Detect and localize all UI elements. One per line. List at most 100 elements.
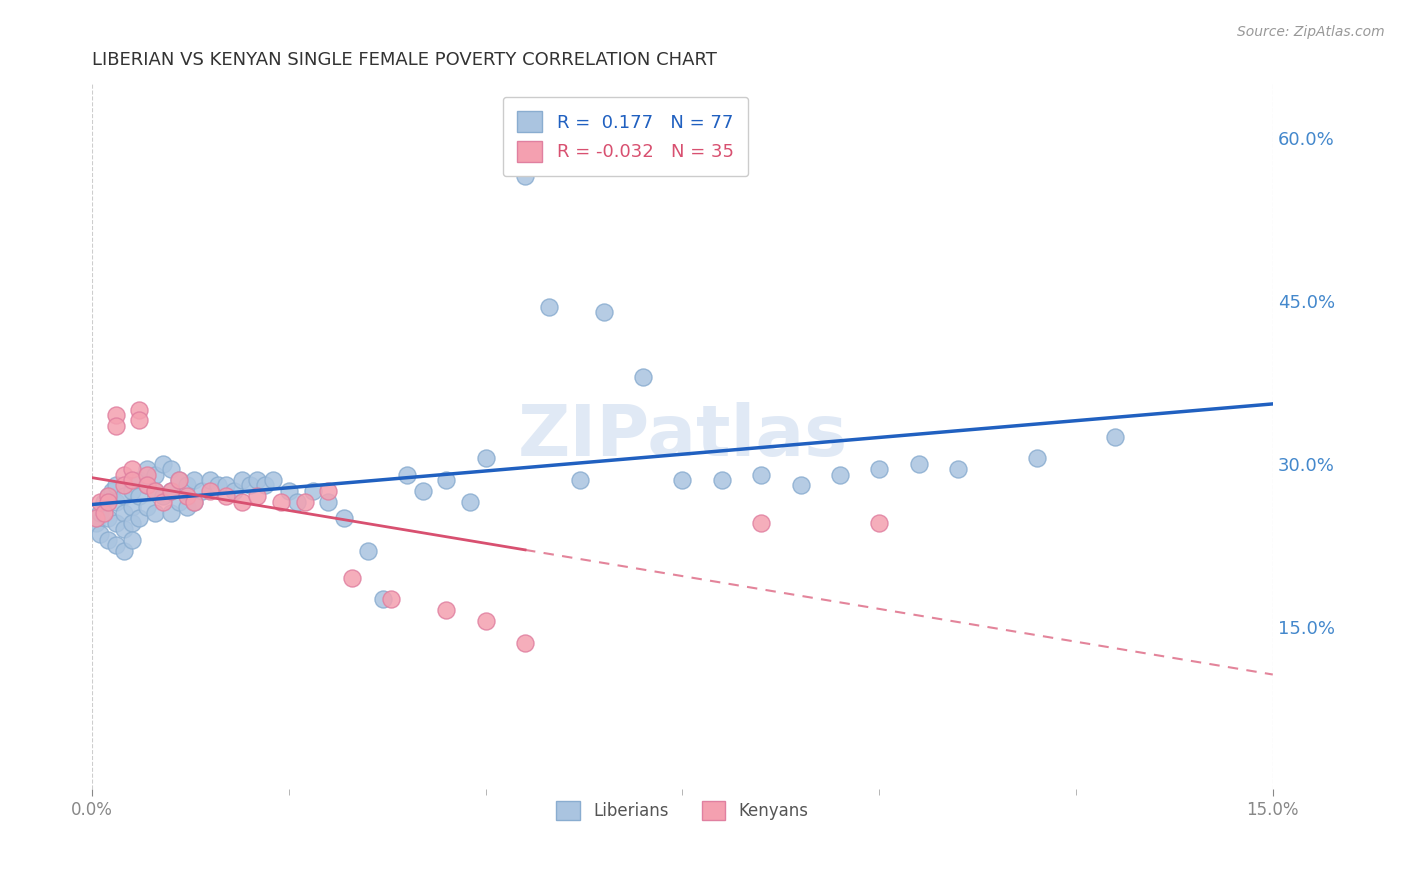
Legend: Liberians, Kenyans: Liberians, Kenyans	[543, 788, 823, 834]
Point	[89, 506, 111, 520]
Point	[412, 483, 434, 498]
Point	[97, 495, 120, 509]
Point	[143, 506, 166, 520]
Point	[246, 489, 269, 503]
Point	[128, 473, 150, 487]
Point	[569, 473, 592, 487]
Point	[278, 483, 301, 498]
Point	[84, 516, 107, 531]
Point	[128, 413, 150, 427]
Text: LIBERIAN VS KENYAN SINGLE FEMALE POVERTY CORRELATION CHART: LIBERIAN VS KENYAN SINGLE FEMALE POVERTY…	[93, 51, 717, 69]
Point	[167, 473, 190, 487]
Point	[434, 473, 457, 487]
Point	[316, 495, 339, 509]
Point	[254, 478, 277, 492]
Point	[231, 495, 253, 509]
Point	[270, 495, 292, 509]
Point	[710, 473, 733, 487]
Point	[136, 467, 159, 482]
Point	[112, 467, 135, 482]
Point	[395, 467, 418, 482]
Point	[200, 483, 222, 498]
Point	[191, 483, 214, 498]
Point	[136, 478, 159, 492]
Point	[340, 571, 363, 585]
Point	[143, 483, 166, 498]
Point	[176, 478, 198, 492]
Point	[121, 533, 143, 547]
Point	[513, 636, 536, 650]
Point	[207, 478, 229, 492]
Point	[246, 473, 269, 487]
Point	[160, 506, 183, 520]
Point	[121, 473, 143, 487]
Point	[160, 462, 183, 476]
Point	[136, 462, 159, 476]
Point	[160, 483, 183, 498]
Point	[121, 500, 143, 515]
Point	[631, 370, 654, 384]
Point	[112, 506, 135, 520]
Point	[152, 495, 174, 509]
Point	[104, 538, 127, 552]
Point	[167, 495, 190, 509]
Point	[152, 457, 174, 471]
Point	[167, 473, 190, 487]
Point	[222, 483, 245, 498]
Point	[907, 457, 929, 471]
Point	[121, 483, 143, 498]
Point	[176, 489, 198, 503]
Point	[176, 500, 198, 515]
Point	[828, 467, 851, 482]
Point	[93, 506, 115, 520]
Point	[380, 592, 402, 607]
Point	[112, 478, 135, 492]
Point	[215, 478, 238, 492]
Text: ZIPatlas: ZIPatlas	[517, 402, 848, 471]
Point	[316, 483, 339, 498]
Point	[671, 473, 693, 487]
Point	[143, 483, 166, 498]
Point	[93, 495, 115, 509]
Point	[262, 473, 284, 487]
Point	[513, 169, 536, 184]
Point	[97, 511, 120, 525]
Point	[160, 483, 183, 498]
Point	[239, 478, 262, 492]
Point	[104, 408, 127, 422]
Point	[294, 495, 316, 509]
Point	[474, 614, 496, 628]
Point	[112, 543, 135, 558]
Point	[112, 489, 135, 503]
Point	[128, 489, 150, 503]
Point	[474, 451, 496, 466]
Point	[104, 418, 127, 433]
Point	[136, 500, 159, 515]
Point	[333, 511, 356, 525]
Point	[101, 483, 124, 498]
Point	[285, 495, 308, 509]
Point	[128, 402, 150, 417]
Point	[84, 511, 107, 525]
Point	[868, 462, 890, 476]
Point	[97, 489, 120, 503]
Point	[231, 473, 253, 487]
Point	[183, 495, 205, 509]
Point	[200, 473, 222, 487]
Text: Source: ZipAtlas.com: Source: ZipAtlas.com	[1237, 25, 1385, 39]
Point	[121, 516, 143, 531]
Point	[143, 467, 166, 482]
Point	[946, 462, 969, 476]
Point	[789, 478, 811, 492]
Point	[89, 527, 111, 541]
Point	[136, 478, 159, 492]
Point	[104, 516, 127, 531]
Point	[458, 495, 481, 509]
Point	[1025, 451, 1047, 466]
Point	[183, 495, 205, 509]
Point	[868, 516, 890, 531]
Point	[592, 305, 614, 319]
Point	[373, 592, 395, 607]
Point	[749, 467, 772, 482]
Point	[89, 495, 111, 509]
